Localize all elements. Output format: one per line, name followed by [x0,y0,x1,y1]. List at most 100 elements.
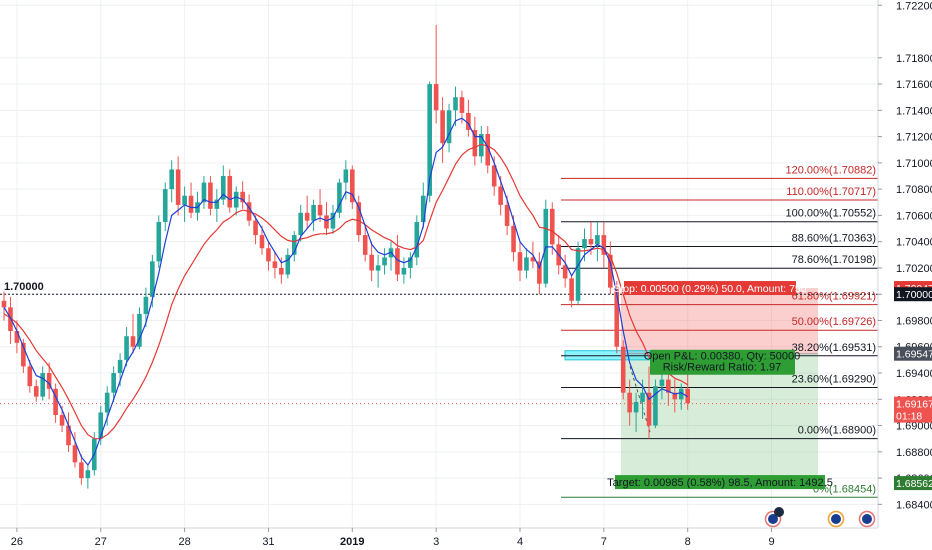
price-tick-label: 1.70400 [896,237,932,249]
candle-body [285,254,291,275]
candle-body [1,300,7,308]
candle-body [182,195,187,205]
candle-body [543,208,549,284]
candle-body [175,169,181,205]
candle-body [485,133,491,166]
stop-zone [621,288,818,354]
candle-body [537,261,542,284]
candle-body [633,401,639,413]
candle-body [472,130,478,157]
economic-event-icon[interactable] [827,510,845,528]
time-tick-label: 27 [95,536,107,548]
price-tag [894,287,932,302]
time-tick-label: 31 [262,536,274,548]
target-label: Target: 0.00985 (0.58%) 98.5, Amount: 14… [607,477,833,489]
candle-body [646,392,652,426]
candle-body [459,97,465,113]
time-tick-label: 26 [11,536,23,548]
fib-level-label: 120.00%(1.70882) [785,164,876,176]
time-axis[interactable]: 26 27 28 31 2019 3 4 7 8 9 [0,527,878,548]
candle-body [98,412,104,439]
candle-body [575,248,581,301]
price-tick-label: 1.71200 [896,132,932,144]
price-tick-label: 1.69400 [896,368,932,380]
price-tag [894,476,932,491]
flag-icon [768,514,778,524]
candle-body [27,366,33,387]
candle-body [356,202,362,236]
candle-body [614,287,620,347]
candle-body [420,195,426,222]
candle-body [66,425,71,446]
flag-icon [831,514,841,524]
time-tick-label: 8 [685,536,691,548]
candle-body [59,415,65,426]
candle-body [666,379,671,393]
price-tick-label: 1.70600 [896,210,932,222]
candle-body [640,392,645,402]
candle-body [517,252,523,271]
candle-body [395,248,400,275]
current-price-label: 1.69167 [896,399,932,411]
candle-body [582,239,587,249]
candle-body [491,165,497,187]
candle-body [227,176,233,208]
candle-body [414,221,420,258]
fib-level-label: 23.60%(1.69290) [792,373,876,385]
candle-body [375,265,381,271]
candle-body [201,182,207,203]
candle-body [343,169,349,183]
time-tick-label: 9 [768,536,774,548]
candle-body [221,176,226,200]
candle-body [304,212,310,221]
candle-body [46,373,52,389]
candle-body [214,199,220,209]
candle-body [569,278,574,301]
candle-body [382,257,387,266]
price-tick-label: 1.68800 [896,447,932,459]
candle-body [233,191,239,208]
candle-body [79,462,84,479]
candle-body [562,265,568,279]
candle-body [440,110,445,144]
fib-level-label: 38.20%(1.69531) [792,342,876,354]
fib-level-label: 61.80%(1.69921) [792,291,876,303]
candle-body [330,212,336,229]
candle-body [362,235,368,255]
candle-body [253,220,258,236]
fib-level-label: 88.60%(1.70363) [792,233,876,245]
fib-level-label: 0.00%(1.68900) [798,425,876,437]
position-zones [564,288,818,484]
fib-level-label: 110.00%(1.70717) [786,186,876,198]
price-axis[interactable]: 1.72200 1.71800 1.71600 1.71400 1.71200 1.710… [877,0,932,528]
event-count-badge [774,507,784,517]
price-tick-label: 1.70200 [896,263,932,275]
fib-level-label: 0%(1.68454) [813,483,876,495]
economic-event-icon[interactable] [764,510,782,528]
candle-body [408,257,413,268]
position-labels: Stop: 0.00500 (0.29%) 50.0, Amount: 750 O… [607,281,833,490]
candle-body [608,254,613,288]
price-tick-label: 1.71000 [896,158,932,170]
candle-body [137,313,142,347]
candle-body [659,379,665,387]
candle-body [627,392,632,413]
time-tick-label: 3 [433,536,439,548]
economic-event-icon[interactable] [858,510,876,528]
candle-body [427,84,432,196]
candle-body [291,235,297,255]
candle-body [259,235,265,249]
stop-label-box [624,281,796,296]
price-tick-label: 1.70800 [896,184,932,196]
candle-body [143,296,149,314]
candle-body [111,373,116,393]
candle-body [21,342,26,367]
fibonacci-retracement[interactable]: 120.00%(1.70882) 110.00%(1.70717) 100.00%(… [561,164,878,498]
candle-body [401,267,407,275]
candle-body [130,336,136,347]
ma-slow-line [3,143,689,440]
event-icons[interactable] [764,507,876,528]
candle-body [85,470,91,479]
price-tick-label: 1.68400 [896,499,932,511]
